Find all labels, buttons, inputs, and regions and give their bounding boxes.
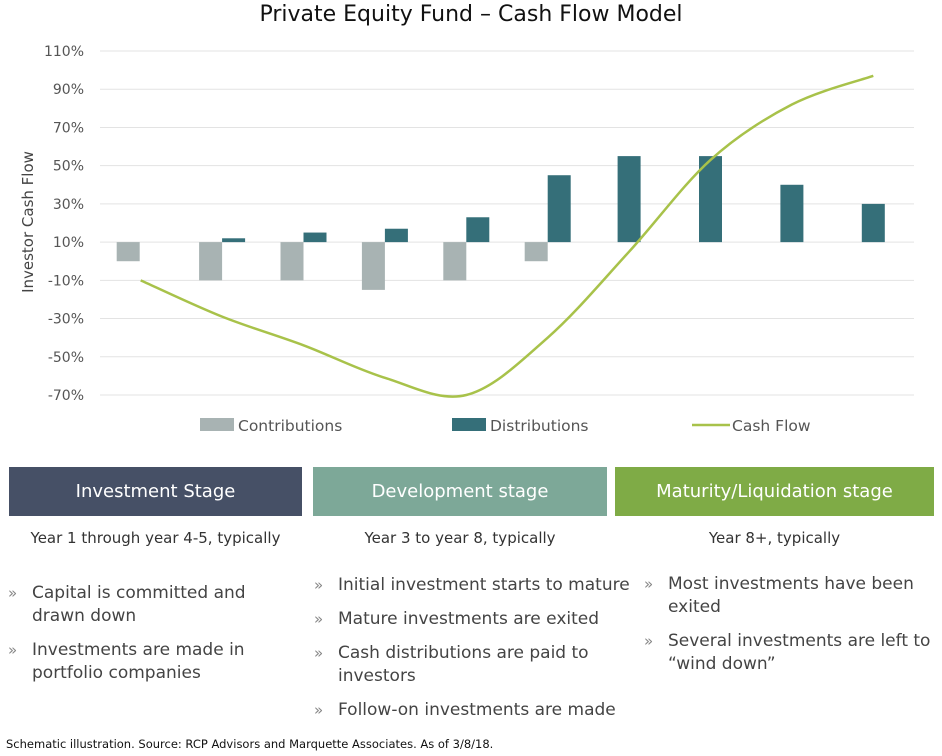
y-tick-label: 50% bbox=[53, 159, 84, 175]
bullet-marker-icon: » bbox=[644, 632, 654, 650]
cash-flow-line bbox=[140, 74, 874, 398]
footnote: Schematic illustration. Source: RCP Advi… bbox=[6, 737, 494, 751]
chart-title: Private Equity Fund – Cash Flow Model bbox=[259, 2, 683, 27]
distribution-bar bbox=[222, 238, 246, 243]
bullet-marker-icon: » bbox=[314, 576, 324, 594]
panel-header-maturity: Maturity/Liquidation stage bbox=[615, 467, 934, 516]
bullet-text: Capital is committed and drawn down bbox=[32, 583, 246, 626]
legend-label: Distributions bbox=[490, 417, 589, 435]
cash-flow-chart: -70% -50% -30% -10% 10% 30% 50% 70% 90% 110% Inve… bbox=[19, 44, 914, 435]
bullet-list-maturity: » Most investments have been exited » Sever… bbox=[644, 573, 936, 687]
y-tick-label: -70% bbox=[48, 388, 84, 404]
bullet-marker-icon: » bbox=[644, 575, 654, 593]
bullet-text: Several investments are left to “wind do… bbox=[668, 631, 931, 674]
contribution-bar bbox=[116, 242, 140, 262]
bullet-marker-icon: » bbox=[8, 641, 18, 659]
legend-label: Contributions bbox=[238, 417, 342, 435]
bullet-item: » Most investments have been exited bbox=[644, 573, 936, 619]
bullet-item: » Mature investments are exited bbox=[314, 608, 634, 631]
y-tick-label: -10% bbox=[48, 273, 84, 289]
panel-subtitle-investment: Year 1 through year 4-5, typically bbox=[30, 529, 281, 547]
panel-subtitle-development: Year 3 to year 8, typically bbox=[364, 529, 556, 547]
legend-swatch bbox=[200, 418, 234, 431]
legend-swatch bbox=[452, 418, 486, 431]
panel-header-investment: Investment Stage bbox=[9, 467, 302, 516]
legend: Contributions Distributions Cash Flow bbox=[200, 417, 811, 435]
panel-subtitle-maturity: Year 8+, typically bbox=[708, 529, 841, 547]
bullet-text: Investments are made in portfolio compan… bbox=[32, 640, 245, 683]
bullet-marker-icon: » bbox=[314, 644, 324, 662]
bullet-marker-icon: » bbox=[8, 584, 18, 602]
contribution-bar bbox=[280, 242, 304, 281]
y-tick-label: 30% bbox=[53, 197, 84, 213]
bullet-item: » Cash distributions are paid to investor… bbox=[314, 642, 634, 688]
y-tick-label: 70% bbox=[53, 120, 84, 136]
distribution-bar bbox=[547, 175, 571, 243]
bullet-text: Most investments have been exited bbox=[668, 574, 914, 617]
contribution-bar bbox=[524, 242, 548, 262]
legend-label: Cash Flow bbox=[732, 417, 811, 435]
distribution-bar bbox=[780, 184, 804, 243]
y-tick-label: 90% bbox=[53, 82, 84, 98]
y-tick-label: 110% bbox=[44, 44, 84, 60]
distribution-bar bbox=[384, 228, 408, 243]
distribution-bar bbox=[466, 217, 490, 243]
contribution-bar bbox=[443, 242, 467, 281]
bullet-list-development: » Initial investment starts to mature » Mat… bbox=[314, 574, 634, 733]
y-tick-label: 10% bbox=[53, 235, 84, 251]
bars bbox=[116, 156, 885, 290]
y-tick-label: -30% bbox=[48, 312, 84, 328]
contribution-bar bbox=[361, 242, 385, 290]
gridlines bbox=[100, 50, 914, 396]
bullet-marker-icon: » bbox=[314, 701, 324, 719]
bullet-item: » Capital is committed and drawn down bbox=[8, 582, 290, 628]
distribution-bar bbox=[861, 203, 885, 243]
bullet-item: » Investments are made in portfolio compa… bbox=[8, 639, 290, 685]
distribution-bar bbox=[699, 156, 722, 243]
bullet-item: » Several investments are left to “wind d… bbox=[644, 630, 936, 676]
bullet-item: » Initial investment starts to mature bbox=[314, 574, 634, 597]
y-axis-label: Investor Cash Flow bbox=[19, 151, 37, 293]
y-tick-label: -50% bbox=[48, 350, 84, 366]
y-axis-ticks: -70% -50% -30% -10% 10% 30% 50% 70% 90% 110% bbox=[44, 44, 84, 404]
bullet-text: Cash distributions are paid to investors bbox=[338, 643, 589, 686]
bullet-text: Mature investments are exited bbox=[338, 609, 600, 629]
bullet-list-investment: » Capital is committed and drawn down » Inv… bbox=[8, 582, 290, 696]
contribution-bar bbox=[199, 242, 223, 281]
bullet-text: Follow-on investments are made bbox=[338, 700, 616, 720]
distribution-bar bbox=[617, 156, 641, 243]
bullet-text: Initial investment starts to mature bbox=[338, 575, 630, 595]
bullet-item: » Follow-on investments are made bbox=[314, 699, 634, 722]
distribution-bar bbox=[303, 232, 327, 243]
panel-header-development: Development stage bbox=[313, 467, 607, 516]
bullet-marker-icon: » bbox=[314, 610, 324, 628]
